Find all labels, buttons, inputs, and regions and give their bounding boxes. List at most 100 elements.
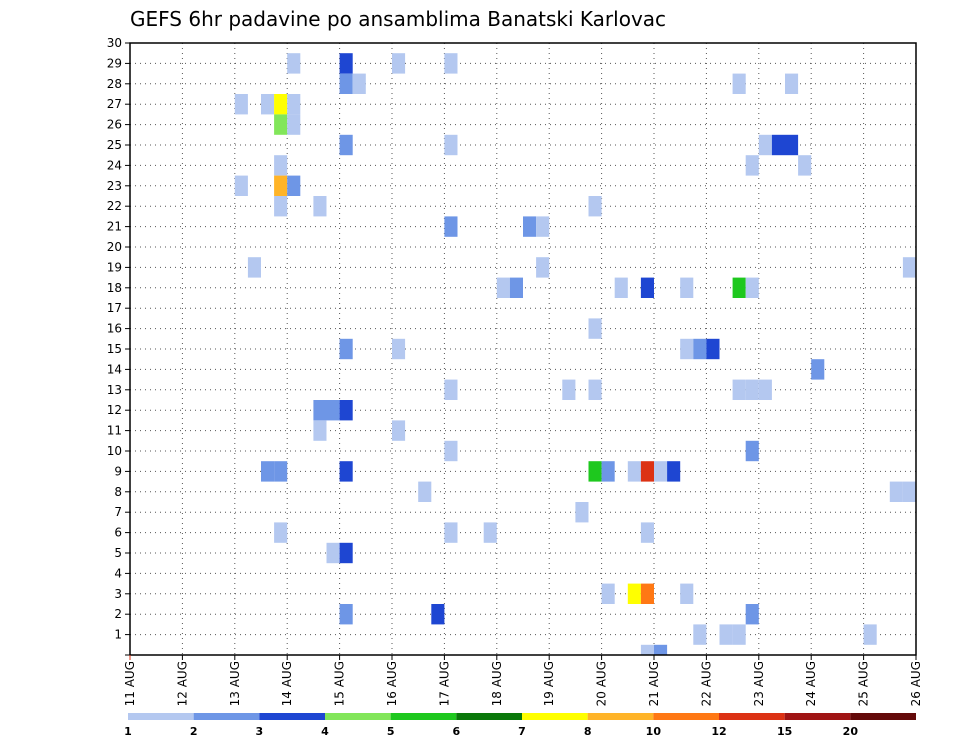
heatmap-cell xyxy=(234,175,248,196)
heatmap-cell xyxy=(575,502,589,523)
x-tick-label: 13 AUG xyxy=(228,661,242,706)
legend-swatch xyxy=(193,713,260,720)
heatmap-cell xyxy=(902,481,916,502)
legend-swatch xyxy=(784,713,851,720)
legend-swatch xyxy=(259,713,325,720)
y-tick-label: 22 xyxy=(107,199,122,213)
color-legend: 1 2 3 4 5 6 7 8 10 12 15 20 xyxy=(124,713,916,738)
heatmap-cell xyxy=(287,114,301,135)
heatmap-cell xyxy=(536,257,550,278)
heatmap-cell xyxy=(261,461,275,482)
heatmap-cell xyxy=(352,73,366,94)
heatmap-cell xyxy=(444,216,458,237)
heatmap-cell xyxy=(274,114,288,135)
x-axis: 11 AUG 12 AUG 13 AUG 14 AUG 15 AUG 16 AUG 17 A… xyxy=(123,655,923,706)
heatmap-cell xyxy=(758,379,772,400)
heatmap-cell xyxy=(326,542,340,564)
y-tick-label: 15 xyxy=(107,342,122,356)
heatmap-cell xyxy=(745,379,759,400)
legend-label: 2 xyxy=(190,725,198,738)
heatmap-cell xyxy=(732,624,746,645)
heatmap-cell xyxy=(339,73,353,94)
legend-label: 8 xyxy=(584,725,592,738)
y-tick-label: 24 xyxy=(107,158,122,172)
legend-swatch xyxy=(719,713,785,720)
heatmap-cell xyxy=(640,522,654,543)
legend-label: 5 xyxy=(387,725,395,738)
y-tick-label: 2 xyxy=(114,607,122,621)
heatmap-cell xyxy=(785,134,799,156)
legend-label: 20 xyxy=(843,725,859,738)
y-tick-label: 26 xyxy=(107,118,122,132)
heatmap-cell xyxy=(680,277,694,298)
heatmap-cell xyxy=(601,461,615,482)
heatmap-cell xyxy=(274,155,288,176)
legend-swatch xyxy=(128,713,194,720)
heatmap-cell xyxy=(745,277,759,298)
y-tick-label: 6 xyxy=(114,526,122,540)
legend-label: 3 xyxy=(256,725,264,738)
y-tick-label: 16 xyxy=(107,322,122,336)
x-tick-label: 18 AUG xyxy=(490,661,504,706)
legend-swatch xyxy=(850,713,916,720)
y-tick-label: 23 xyxy=(107,179,122,193)
heatmap-cell xyxy=(392,420,406,441)
y-tick-label: 18 xyxy=(107,281,122,295)
legend-label: 1 xyxy=(124,725,132,738)
heatmap-cell xyxy=(667,461,681,482)
x-tick-label: 20 AUG xyxy=(595,661,609,706)
legend-label: 12 xyxy=(711,725,726,738)
x-tick-label: 15 AUG xyxy=(333,661,347,706)
heatmap-cell xyxy=(693,624,707,645)
y-tick-label: 30 xyxy=(107,36,122,50)
y-tick-label: 28 xyxy=(107,77,122,91)
heatmap-cell xyxy=(234,94,248,115)
heatmap-cell xyxy=(247,257,261,278)
heatmap-cell xyxy=(287,175,301,196)
heatmap-cell xyxy=(274,196,288,217)
y-tick-label: 10 xyxy=(107,444,122,458)
heatmap-cell xyxy=(287,94,301,115)
heatmap-cell xyxy=(339,53,353,74)
y-tick-label: 17 xyxy=(107,301,122,315)
heatmap-cell xyxy=(536,216,550,237)
y-tick-label: 3 xyxy=(114,587,122,601)
heatmap-cell xyxy=(693,338,707,360)
y-tick-label: 12 xyxy=(107,403,122,417)
heatmap-cell xyxy=(313,400,327,421)
x-tick-label: 14 AUG xyxy=(280,661,294,706)
heatmap-cell xyxy=(444,134,458,156)
x-tick-label: 16 AUG xyxy=(385,661,399,706)
x-tick-label: 17 AUG xyxy=(437,661,451,706)
heatmap-cell xyxy=(640,277,654,298)
legend-label: 10 xyxy=(646,725,662,738)
heatmap-cell xyxy=(588,461,602,482)
heatmap-cell xyxy=(261,94,275,115)
y-tick-label: 13 xyxy=(107,383,122,397)
x-tick-label: 26 AUG xyxy=(909,661,923,706)
y-axis: 1234567891011121314151617181920212223242… xyxy=(107,36,130,656)
y-tick-label: 14 xyxy=(107,362,122,376)
x-tick-label: 22 AUG xyxy=(699,661,713,706)
heatmap-cell xyxy=(274,175,288,196)
heatmap-cell xyxy=(745,155,759,176)
heatmap-cell xyxy=(418,481,432,502)
x-tick-label: 19 AUG xyxy=(542,661,556,706)
heatmap-cell xyxy=(627,583,641,604)
heatmap-cell xyxy=(785,73,799,94)
legend-swatch xyxy=(456,713,522,720)
heatmap-cell xyxy=(562,379,576,400)
heatmap-cell xyxy=(483,522,497,543)
y-tick-label: 7 xyxy=(114,505,122,519)
y-tick-label: 9 xyxy=(114,464,122,478)
heatmap-cell xyxy=(889,481,903,502)
legend-swatch xyxy=(587,713,654,720)
heatmap-cell xyxy=(392,53,406,74)
heatmap-cell xyxy=(339,338,353,360)
heatmap-cell xyxy=(313,196,327,217)
heatmap-cell xyxy=(339,604,353,625)
heatmap-cell xyxy=(588,318,602,339)
y-tick-label: 20 xyxy=(107,240,122,254)
heatmap-cell xyxy=(339,134,353,156)
